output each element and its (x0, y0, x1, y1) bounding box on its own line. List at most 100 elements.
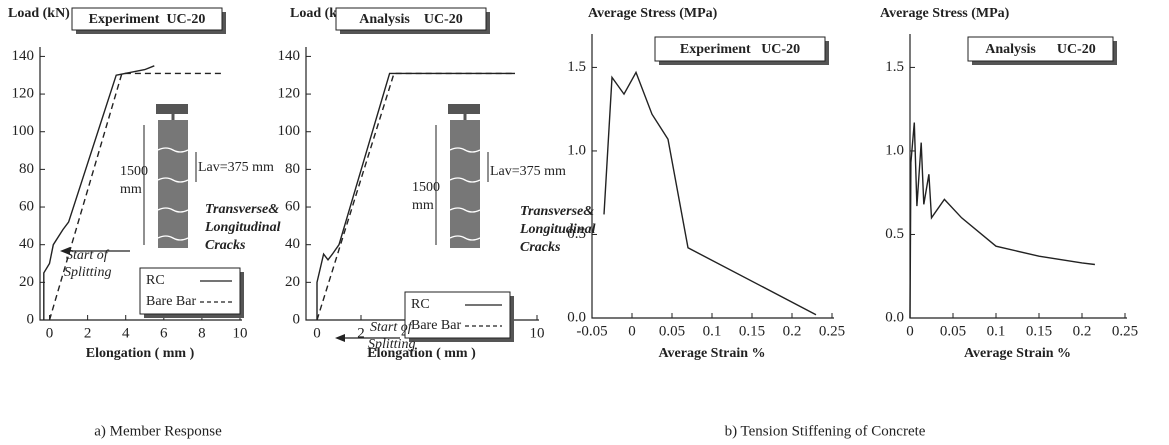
x-tick-label: 0.15 (739, 323, 765, 339)
y-tick-label: 40 (19, 236, 34, 252)
y-tick-label: 20 (19, 274, 34, 290)
x-tick-label: 0.15 (1026, 323, 1052, 339)
legend-label: Bare Bar (411, 318, 461, 333)
crack (449, 147, 481, 153)
annotation: mm (412, 198, 434, 213)
x-tick-label: 0 (313, 325, 321, 341)
x-tick-label: 2 (357, 325, 365, 341)
x-tick-label: 0.05 (659, 323, 685, 339)
annotation: Transverse& (520, 204, 594, 219)
y-axis-title: Load (kN) (8, 6, 70, 21)
x-tick-label: 6 (160, 325, 168, 341)
y-tick-label: 120 (278, 86, 301, 102)
label-box (335, 7, 487, 31)
x-tick-label: 0.1 (987, 323, 1006, 339)
annotation: Lav=375 mm (490, 164, 566, 179)
x-tick-label: 0.25 (1112, 323, 1138, 339)
x-tick-label: -0.05 (576, 323, 607, 339)
y-tick-label: 140 (12, 48, 35, 64)
caption: b) Tension Stiffening of Concrete (725, 423, 926, 439)
y-tick-label: 1.5 (567, 59, 586, 75)
x-tick-label: 0.25 (819, 323, 845, 339)
y-axis-title: Average Stress (MPa) (880, 6, 1010, 21)
y-tick-label: 100 (278, 123, 301, 139)
y-tick-label: 60 (285, 198, 300, 214)
chart-label: Analysis UC-20 (359, 12, 462, 27)
label-box (71, 7, 223, 31)
data-line (603, 70, 817, 316)
x-tick-label: 10 (233, 325, 248, 341)
y-tick-label: 1.5 (885, 59, 904, 75)
y-tick-label: 80 (19, 161, 34, 177)
annotation: Longitudinal (204, 220, 281, 235)
y-tick-label: 100 (12, 123, 35, 139)
x-tick-label: 0.05 (940, 323, 966, 339)
annotation: Transverse& (205, 202, 279, 217)
y-tick-label: 60 (19, 198, 34, 214)
y-tick-label: 120 (12, 86, 35, 102)
chart-label: Experiment UC-20 (680, 42, 800, 57)
x-axis-title: Elongation ( mm ) (367, 346, 476, 361)
legend-label: Bare Bar (146, 294, 196, 309)
legend-label: RC (146, 273, 165, 288)
annotation: Lav=375 mm (198, 160, 274, 175)
arrowhead (335, 334, 345, 342)
axes (591, 34, 834, 319)
crack (157, 177, 189, 183)
y-tick-label: 0.5 (567, 226, 586, 242)
x-tick-label: 2 (84, 325, 92, 341)
y-tick-label: 0.5 (885, 226, 904, 242)
x-tick-label: 0.2 (783, 323, 802, 339)
data-line (48, 72, 225, 321)
axes (909, 34, 1127, 319)
x-axis-title: Average Strain % (964, 346, 1071, 361)
chart-label: Experiment UC-20 (89, 12, 206, 27)
crack (449, 235, 481, 241)
specimen-cap (156, 104, 188, 114)
x-tick-label: 10 (530, 325, 545, 341)
y-tick-label: 0.0 (885, 309, 904, 325)
arrowhead (60, 247, 70, 255)
x-tick-label: 0 (46, 325, 54, 341)
annotation: Splitting (64, 265, 111, 280)
crack (449, 177, 481, 183)
annotation: Start of (66, 248, 110, 263)
annotation: Cracks (205, 238, 246, 253)
crack (449, 207, 481, 213)
data-line (316, 72, 515, 321)
x-axis-title: Elongation ( mm ) (86, 346, 195, 361)
y-tick-label: 0 (27, 311, 35, 327)
chart-label: Analysis UC-20 (985, 42, 1095, 57)
x-tick-label: 4 (122, 325, 130, 341)
y-tick-label: 1.0 (567, 142, 586, 158)
y-tick-label: 0.0 (567, 309, 586, 325)
y-tick-label: 80 (285, 161, 300, 177)
legend-label: RC (411, 297, 430, 312)
annotation: Longitudinal (519, 222, 596, 237)
x-tick-label: 0 (628, 323, 636, 339)
x-tick-label: 0.2 (1073, 323, 1092, 339)
legend-box (139, 267, 241, 315)
specimen (158, 120, 188, 248)
label-box (967, 36, 1114, 62)
annotation: 1500 (120, 164, 148, 179)
crack (157, 147, 189, 153)
y-tick-label: 1.0 (885, 142, 904, 158)
legend-box (404, 291, 511, 339)
x-tick-label: 8 (198, 325, 206, 341)
annotation: mm (120, 182, 142, 197)
y-tick-label: 140 (278, 48, 301, 64)
annotation: Cracks (520, 240, 561, 255)
annotation: Start of (370, 320, 414, 335)
x-axis-title: Average Strain % (658, 346, 765, 361)
data-line (909, 122, 1095, 319)
specimen (450, 120, 480, 248)
y-tick-label: 20 (285, 274, 300, 290)
caption: a) Member Response (94, 423, 222, 439)
crack (157, 207, 189, 213)
y-axis-title: Average Stress (MPa) (588, 6, 718, 21)
label-box (654, 36, 826, 62)
y-tick-label: 40 (285, 236, 300, 252)
x-tick-label: 0.1 (703, 323, 722, 339)
